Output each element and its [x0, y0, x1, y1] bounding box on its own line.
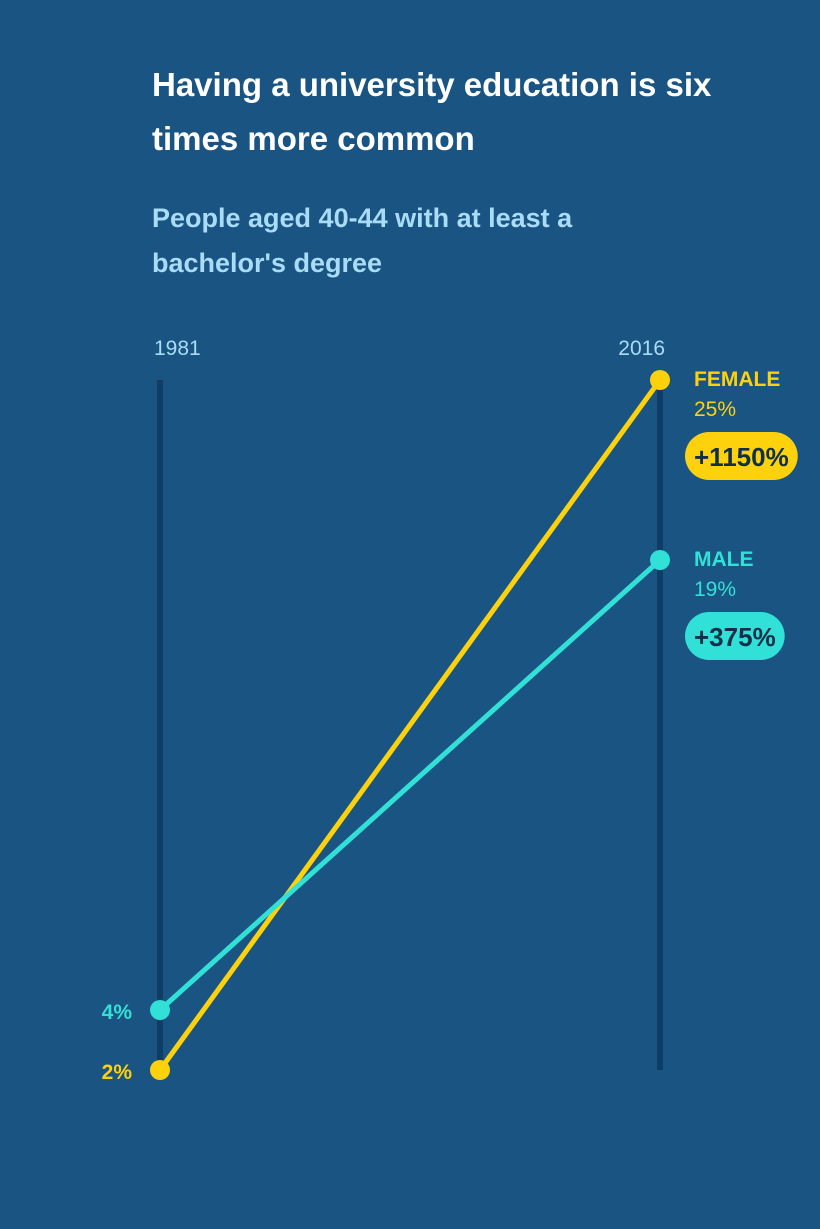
female-change-label: +1150% — [694, 442, 789, 472]
female-series-name-label: FEMALE — [694, 368, 780, 391]
male-start-value-label: 4% — [102, 1001, 133, 1024]
female-change-badge — [685, 432, 798, 480]
male-series-name-label: MALE — [694, 548, 754, 571]
male-series-line — [157, 557, 663, 1013]
x-tick-label-2016: 2016 — [618, 337, 665, 360]
female-start-value-label: 2% — [102, 1061, 133, 1084]
x-tick-label-1981: 1981 — [154, 337, 201, 360]
female-series-line — [157, 377, 663, 1073]
male-change-badge — [685, 612, 785, 660]
chart-subtitle: People aged 40-44 with at least a bachel… — [152, 203, 573, 278]
female-end-value-label: 25% — [694, 398, 736, 421]
female-point-1981 — [150, 1060, 170, 1080]
male-point-2016 — [650, 550, 670, 570]
male-end-value-label: 19% — [694, 578, 736, 601]
female-point-2016 — [650, 370, 670, 390]
male-change-label: +375% — [694, 622, 776, 652]
chart-title: Having a university education is six tim… — [152, 66, 712, 157]
male-point-1981 — [150, 1000, 170, 1020]
